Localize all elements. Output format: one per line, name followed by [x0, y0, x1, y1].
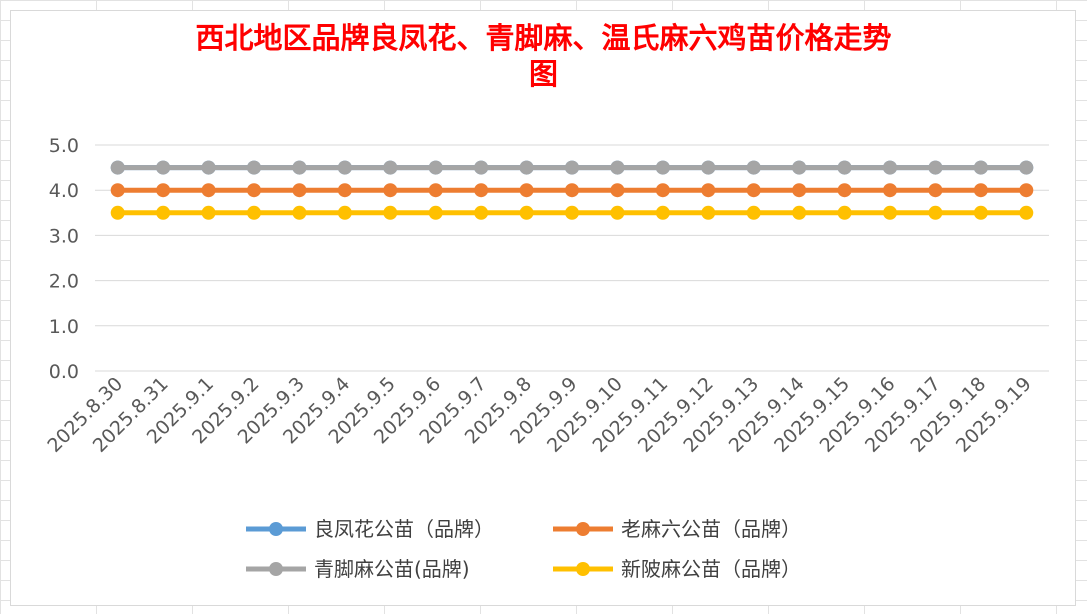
data-point [883, 205, 897, 220]
series-1 [110, 183, 1034, 198]
legend-label: 新陂麻公苗（品牌） [621, 557, 801, 581]
series-2 [110, 160, 1034, 175]
data-point [792, 205, 807, 220]
chart-title-line-2: 图 [528, 57, 558, 91]
data-point [928, 183, 943, 198]
legend-entry: 新陂麻公苗（品牌） [553, 557, 801, 581]
data-point [337, 160, 352, 175]
data-point [383, 160, 398, 175]
data-point [655, 205, 670, 220]
data-point [519, 205, 534, 220]
data-point [474, 183, 489, 198]
data-point [792, 183, 807, 198]
legend-swatch-marker [269, 562, 283, 576]
data-point [928, 205, 943, 220]
data-point [1019, 160, 1034, 175]
data-point [110, 183, 125, 198]
data-point [837, 205, 852, 220]
data-point [701, 183, 716, 198]
data-point [746, 160, 761, 175]
data-point [701, 160, 716, 175]
data-point [655, 160, 670, 175]
data-point [201, 205, 216, 220]
data-point [519, 160, 534, 175]
data-point [428, 183, 443, 198]
legend-label: 良凤花公苗（品牌） [314, 517, 494, 541]
data-point [883, 160, 897, 175]
y-tick-label: 0.0 [49, 361, 79, 383]
data-point [156, 205, 171, 220]
data-point [292, 205, 307, 220]
data-point [655, 183, 670, 198]
data-point [746, 183, 761, 198]
legend-swatch-marker [269, 522, 283, 536]
data-point [474, 205, 489, 220]
data-point [610, 160, 625, 175]
data-point [565, 183, 579, 198]
data-point [201, 160, 216, 175]
data-point [247, 205, 261, 220]
data-point [746, 205, 761, 220]
chart-area[interactable] [10, 10, 1076, 606]
y-tick-label: 4.0 [49, 180, 79, 202]
data-point [428, 160, 443, 175]
data-point [973, 160, 988, 175]
legend-swatch-marker [576, 522, 590, 536]
data-point [701, 205, 716, 220]
data-point [837, 183, 852, 198]
data-point [474, 160, 489, 175]
data-point [1019, 205, 1034, 220]
data-point [337, 183, 352, 198]
y-tick-label: 3.0 [49, 225, 79, 247]
legend-entry: 良凤花公苗（品牌） [246, 517, 494, 541]
data-point [156, 160, 171, 175]
data-point [837, 160, 852, 175]
data-point [565, 160, 579, 175]
data-point [292, 183, 307, 198]
legend-entry: 老麻六公苗（品牌） [553, 517, 801, 541]
data-point [201, 183, 216, 198]
data-point [565, 205, 579, 220]
data-point [247, 160, 261, 175]
data-point [428, 205, 443, 220]
data-point [110, 205, 125, 220]
legend-entry: 青脚麻公苗(品牌) [246, 557, 470, 581]
y-tick-label: 2.0 [49, 271, 79, 293]
data-point [292, 160, 307, 175]
legend-label: 青脚麻公苗(品牌) [314, 557, 470, 581]
y-tick-label: 1.0 [49, 316, 79, 338]
data-point [337, 205, 352, 220]
legend-swatch-marker [576, 562, 590, 576]
data-point [383, 205, 398, 220]
data-point [928, 160, 943, 175]
data-point [610, 205, 625, 220]
data-point [792, 160, 807, 175]
legend-label: 老麻六公苗（品牌） [621, 517, 801, 541]
data-point [973, 183, 988, 198]
data-point [519, 183, 534, 198]
chart-title-line-1: 西北地区品牌良凤花、青脚麻、温氏麻六鸡苗价格走势 [195, 21, 892, 55]
data-point [110, 160, 125, 175]
data-point [610, 183, 625, 198]
data-point [383, 183, 398, 198]
data-point [156, 183, 171, 198]
chart-title: 西北地区品牌良凤花、青脚麻、温氏麻六鸡苗价格走势 图 [0, 20, 1087, 92]
data-point [1019, 183, 1034, 198]
data-point [883, 183, 897, 198]
data-point [247, 183, 261, 198]
data-point [973, 205, 988, 220]
y-tick-label: 5.0 [49, 135, 79, 157]
series-3 [110, 205, 1034, 220]
